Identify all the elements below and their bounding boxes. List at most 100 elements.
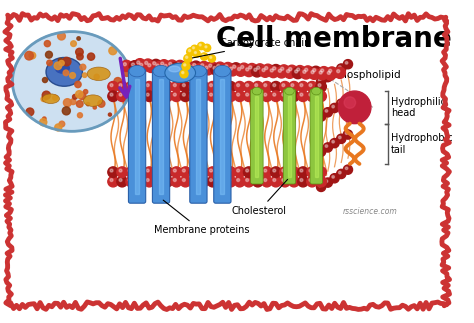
- Circle shape: [226, 91, 236, 101]
- Circle shape: [309, 68, 320, 79]
- Circle shape: [191, 84, 194, 87]
- Circle shape: [164, 84, 167, 87]
- Circle shape: [219, 84, 221, 87]
- Bar: [159, 79, 163, 193]
- Circle shape: [199, 44, 201, 46]
- Circle shape: [137, 61, 140, 64]
- Circle shape: [77, 53, 83, 60]
- Circle shape: [182, 62, 190, 70]
- Circle shape: [198, 42, 205, 50]
- Circle shape: [216, 167, 227, 177]
- Circle shape: [166, 60, 177, 71]
- Circle shape: [255, 179, 258, 182]
- Circle shape: [128, 93, 131, 96]
- Circle shape: [282, 84, 285, 87]
- Circle shape: [301, 68, 311, 79]
- Circle shape: [47, 60, 52, 66]
- Circle shape: [332, 105, 335, 108]
- Circle shape: [345, 62, 348, 64]
- Circle shape: [25, 51, 33, 60]
- Text: Hydrophilic
head: Hydrophilic head: [391, 97, 446, 118]
- Circle shape: [343, 130, 353, 139]
- Circle shape: [180, 91, 191, 101]
- Circle shape: [302, 66, 313, 77]
- Circle shape: [292, 68, 303, 79]
- Circle shape: [210, 179, 212, 182]
- Circle shape: [338, 136, 341, 139]
- Circle shape: [150, 59, 162, 70]
- Circle shape: [289, 81, 299, 92]
- Circle shape: [182, 93, 185, 96]
- Circle shape: [278, 65, 290, 76]
- Circle shape: [254, 68, 257, 71]
- Circle shape: [55, 124, 62, 131]
- Circle shape: [44, 41, 50, 47]
- Circle shape: [162, 176, 173, 187]
- Circle shape: [59, 60, 64, 66]
- Circle shape: [155, 93, 158, 96]
- Circle shape: [182, 61, 193, 72]
- Circle shape: [198, 61, 210, 73]
- Circle shape: [182, 84, 185, 87]
- Circle shape: [330, 103, 339, 113]
- Circle shape: [207, 167, 218, 177]
- Circle shape: [171, 81, 182, 92]
- Circle shape: [173, 84, 176, 87]
- Circle shape: [142, 59, 154, 70]
- Circle shape: [207, 91, 218, 101]
- Circle shape: [117, 167, 128, 177]
- Circle shape: [164, 179, 167, 182]
- Circle shape: [235, 176, 245, 187]
- Ellipse shape: [129, 65, 145, 77]
- Circle shape: [201, 84, 203, 87]
- Circle shape: [191, 93, 194, 96]
- Circle shape: [226, 81, 236, 92]
- Circle shape: [110, 169, 113, 172]
- Circle shape: [193, 63, 196, 67]
- Circle shape: [343, 165, 353, 174]
- Circle shape: [137, 61, 148, 72]
- Circle shape: [214, 62, 226, 73]
- Circle shape: [112, 86, 116, 90]
- Circle shape: [289, 91, 299, 101]
- Circle shape: [271, 176, 281, 187]
- Circle shape: [123, 63, 127, 66]
- Circle shape: [235, 167, 245, 177]
- Circle shape: [185, 56, 188, 58]
- Circle shape: [146, 84, 149, 87]
- Circle shape: [280, 91, 290, 101]
- Circle shape: [305, 68, 308, 71]
- Circle shape: [183, 64, 186, 66]
- Circle shape: [228, 84, 230, 87]
- Circle shape: [253, 176, 263, 187]
- Circle shape: [164, 93, 167, 96]
- Circle shape: [137, 179, 140, 182]
- Circle shape: [244, 81, 254, 92]
- FancyBboxPatch shape: [283, 89, 296, 184]
- Circle shape: [337, 64, 346, 73]
- Circle shape: [108, 81, 118, 92]
- Circle shape: [43, 117, 46, 120]
- Circle shape: [295, 70, 298, 73]
- Circle shape: [217, 64, 220, 68]
- Circle shape: [337, 134, 346, 143]
- Circle shape: [289, 68, 292, 71]
- Circle shape: [174, 60, 185, 71]
- Circle shape: [171, 167, 182, 177]
- Circle shape: [171, 176, 182, 187]
- Circle shape: [273, 93, 276, 96]
- Circle shape: [201, 179, 203, 182]
- Circle shape: [316, 176, 327, 187]
- Circle shape: [235, 65, 246, 76]
- Circle shape: [271, 81, 281, 92]
- Circle shape: [205, 46, 207, 48]
- Circle shape: [180, 167, 191, 177]
- Circle shape: [182, 179, 185, 182]
- Ellipse shape: [191, 65, 207, 77]
- Circle shape: [79, 92, 86, 99]
- Circle shape: [338, 66, 341, 68]
- Circle shape: [270, 65, 282, 76]
- Circle shape: [59, 121, 65, 127]
- Circle shape: [298, 167, 308, 177]
- Circle shape: [126, 91, 137, 101]
